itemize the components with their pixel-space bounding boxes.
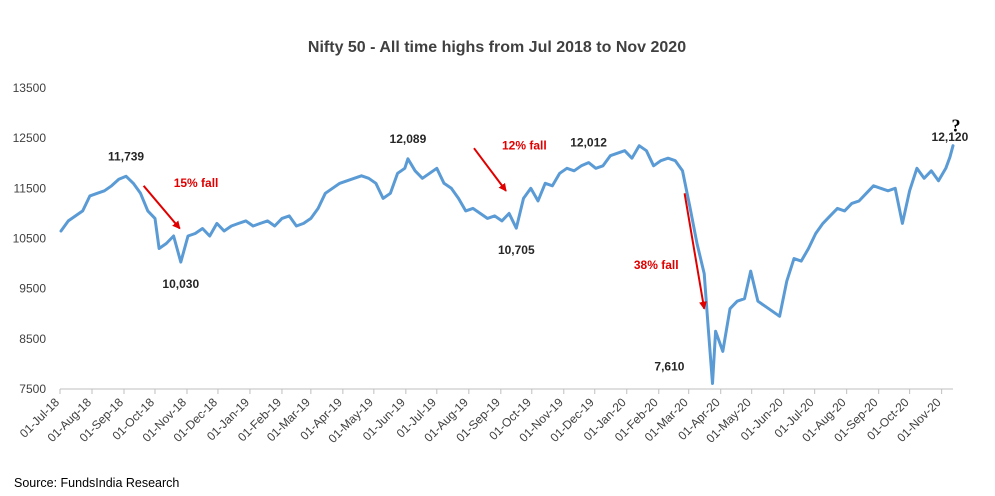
- y-tick-label: 11500: [14, 181, 47, 195]
- y-tick-label: 10500: [13, 232, 47, 246]
- data-label-7610: 7,610: [654, 359, 684, 373]
- data-label-10030: 10,030: [162, 277, 199, 291]
- y-axis: 13500 12500 11500 10500 9500 8500 7500: [13, 81, 47, 396]
- fall-label: 38% fall: [634, 258, 679, 272]
- source-note: Source: FundsIndia Research: [14, 476, 180, 490]
- data-label-12089: 12,089: [390, 132, 427, 146]
- nifty-series-line: [59, 144, 955, 385]
- question-mark: ?: [952, 116, 961, 136]
- fall-label: 12% fall: [502, 139, 547, 153]
- data-label-12120: 12,120: [932, 130, 969, 144]
- fall-arrow: [473, 147, 507, 192]
- series-layer: [59, 144, 955, 385]
- annotations-layer: 11,739 10,030 12,089 10,705 12,012 7,610 12,12…: [108, 116, 969, 374]
- y-tick-label: 13500: [13, 81, 47, 95]
- y-tick-label: 7500: [19, 382, 46, 396]
- data-label-10705: 10,705: [498, 243, 535, 257]
- fall-label: 15% fall: [174, 176, 219, 190]
- data-label-12012: 12,012: [570, 136, 607, 150]
- y-tick-label: 8500: [19, 332, 46, 346]
- chart-title: Nifty 50 - All time highs from Jul 2018 …: [308, 39, 686, 56]
- fall-arrow: [142, 185, 181, 230]
- y-tick-label: 12500: [13, 131, 47, 145]
- data-label-11739: 11,739: [108, 149, 144, 163]
- x-axis: 01-Jul-1801-Aug-1801-Sep-1801-Oct-1801-N…: [17, 388, 953, 446]
- fall-arrow: [683, 193, 707, 310]
- y-tick-label: 9500: [19, 282, 46, 296]
